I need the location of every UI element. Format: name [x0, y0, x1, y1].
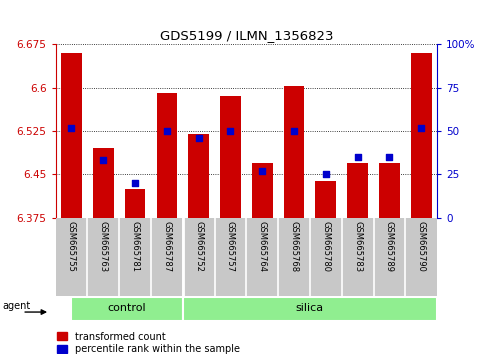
Bar: [156, 93, 177, 218]
Text: control: control: [108, 303, 146, 313]
Text: GSM665790: GSM665790: [417, 221, 426, 272]
Text: GSM665755: GSM665755: [67, 221, 76, 272]
Text: GSM665757: GSM665757: [226, 221, 235, 272]
Bar: [125, 189, 145, 218]
Bar: [71, 297, 183, 321]
Point: [290, 128, 298, 134]
Point: [385, 154, 393, 160]
Point: [227, 128, 234, 134]
Point: [99, 158, 107, 163]
Bar: [411, 53, 431, 218]
Bar: [379, 163, 400, 218]
Bar: [93, 148, 114, 218]
Text: GSM665768: GSM665768: [289, 221, 298, 272]
Bar: [220, 96, 241, 218]
Point: [258, 168, 266, 174]
Point: [163, 128, 170, 134]
Point: [131, 180, 139, 186]
Text: GSM665764: GSM665764: [258, 221, 267, 272]
Point: [68, 125, 75, 130]
Bar: [315, 181, 336, 218]
Text: GSM665783: GSM665783: [353, 221, 362, 272]
Point: [417, 125, 425, 130]
Point: [322, 172, 330, 177]
Text: silica: silica: [296, 303, 324, 313]
Bar: [284, 86, 304, 218]
Title: GDS5199 / ILMN_1356823: GDS5199 / ILMN_1356823: [159, 29, 333, 42]
Text: GSM665781: GSM665781: [130, 221, 140, 272]
Point: [354, 154, 361, 160]
Text: GSM665780: GSM665780: [321, 221, 330, 272]
Text: GSM665789: GSM665789: [385, 221, 394, 272]
Bar: [188, 134, 209, 218]
Bar: [183, 297, 437, 321]
Text: agent: agent: [3, 301, 31, 311]
Legend: transformed count, percentile rank within the sample: transformed count, percentile rank withi…: [53, 328, 243, 354]
Bar: [252, 163, 272, 218]
Text: GSM665752: GSM665752: [194, 221, 203, 272]
Bar: [61, 53, 82, 218]
Point: [195, 135, 202, 141]
Text: GSM665763: GSM665763: [99, 221, 108, 272]
Text: GSM665787: GSM665787: [162, 221, 171, 272]
Bar: [347, 163, 368, 218]
